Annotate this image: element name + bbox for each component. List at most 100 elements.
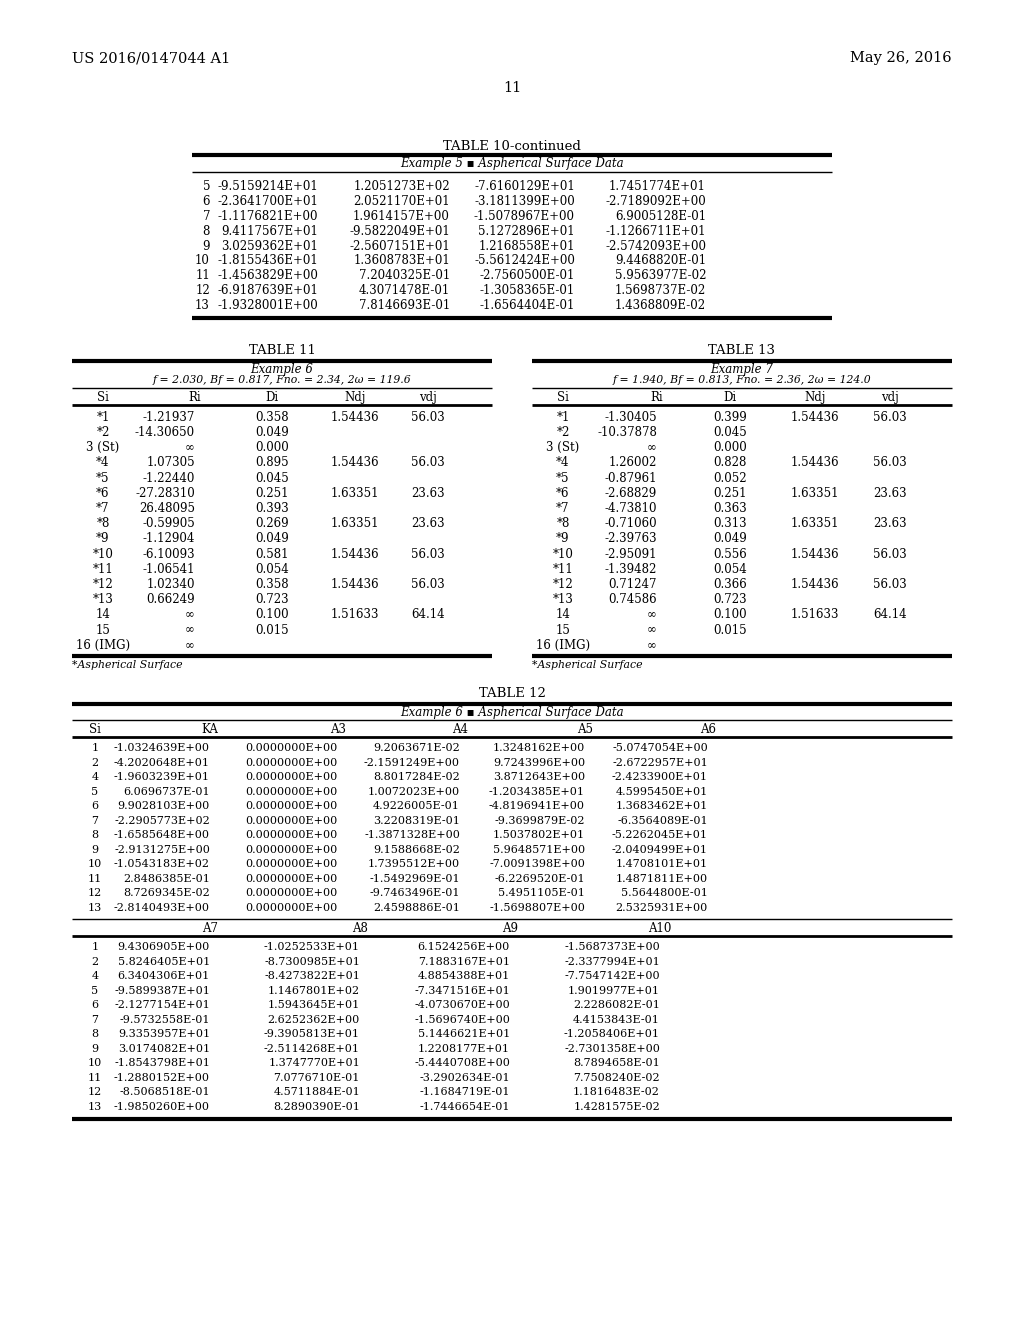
Text: *9: *9	[96, 532, 110, 545]
Text: 0.71247: 0.71247	[608, 578, 657, 591]
Text: 23.63: 23.63	[873, 487, 907, 500]
Text: 4.4153843E-01: 4.4153843E-01	[573, 1015, 660, 1024]
Text: 2.8486385E-01: 2.8486385E-01	[123, 874, 210, 884]
Text: -0.59905: -0.59905	[142, 517, 195, 531]
Text: A5: A5	[577, 723, 593, 737]
Text: 5.9648571E+00: 5.9648571E+00	[493, 845, 585, 855]
Text: -1.8155436E+01: -1.8155436E+01	[217, 255, 318, 268]
Text: 4: 4	[91, 972, 98, 981]
Text: 0.0000000E+00: 0.0000000E+00	[246, 758, 338, 768]
Text: 0.366: 0.366	[713, 578, 746, 591]
Text: 23.63: 23.63	[873, 517, 907, 531]
Text: -2.5114268E+01: -2.5114268E+01	[264, 1044, 360, 1053]
Text: 0.0000000E+00: 0.0000000E+00	[246, 801, 338, 812]
Text: 0.000: 0.000	[255, 441, 289, 454]
Text: 5.4951105E-01: 5.4951105E-01	[498, 888, 585, 899]
Text: Ri: Ri	[188, 391, 202, 404]
Text: -8.5068518E-01: -8.5068518E-01	[120, 1088, 210, 1097]
Text: 2.4598886E-01: 2.4598886E-01	[373, 903, 460, 913]
Text: 2.0521170E+01: 2.0521170E+01	[353, 195, 450, 209]
Text: -2.68829: -2.68829	[605, 487, 657, 500]
Text: 0.0000000E+00: 0.0000000E+00	[246, 816, 338, 826]
Text: ∞: ∞	[647, 623, 657, 636]
Text: 0.313: 0.313	[713, 517, 746, 531]
Text: -1.6585648E+00: -1.6585648E+00	[114, 830, 210, 841]
Text: 8: 8	[203, 224, 210, 238]
Text: 16 (IMG): 16 (IMG)	[536, 639, 590, 652]
Text: 3.2208319E-01: 3.2208319E-01	[373, 816, 460, 826]
Text: 4.9226005E-01: 4.9226005E-01	[373, 801, 460, 812]
Text: *12: *12	[553, 578, 573, 591]
Text: 9.4306905E+00: 9.4306905E+00	[118, 942, 210, 953]
Text: *7: *7	[556, 502, 569, 515]
Text: 9: 9	[91, 1044, 98, 1053]
Text: 0.0000000E+00: 0.0000000E+00	[246, 903, 338, 913]
Text: 1.1816483E-02: 1.1816483E-02	[573, 1088, 660, 1097]
Text: Si: Si	[97, 391, 109, 404]
Text: 1.63351: 1.63351	[791, 487, 840, 500]
Text: *6: *6	[96, 487, 110, 500]
Text: 15: 15	[556, 623, 570, 636]
Text: -2.0409499E+01: -2.0409499E+01	[612, 845, 708, 855]
Text: -4.0730670E+00: -4.0730670E+00	[415, 1001, 510, 1010]
Text: -2.6722957E+01: -2.6722957E+01	[612, 758, 708, 768]
Text: 5.8246405E+01: 5.8246405E+01	[118, 957, 210, 968]
Text: 0.399: 0.399	[713, 411, 746, 424]
Text: 0.015: 0.015	[255, 623, 289, 636]
Text: 23.63: 23.63	[412, 487, 444, 500]
Text: -1.9603239E+01: -1.9603239E+01	[114, 772, 210, 783]
Text: -1.5078967E+00: -1.5078967E+00	[474, 210, 575, 223]
Text: 6.0696737E-01: 6.0696737E-01	[123, 787, 210, 797]
Text: Ndj: Ndj	[804, 391, 825, 404]
Text: f = 2.030, Bf = 0.817, Fno. = 2.34, 2ω = 119.6: f = 2.030, Bf = 0.817, Fno. = 2.34, 2ω =…	[153, 375, 412, 385]
Text: -9.7463496E-01: -9.7463496E-01	[370, 888, 460, 899]
Text: 0.0000000E+00: 0.0000000E+00	[246, 772, 338, 783]
Text: 26.48095: 26.48095	[139, 502, 195, 515]
Text: 1.63351: 1.63351	[331, 487, 379, 500]
Text: 1.1467801E+02: 1.1467801E+02	[268, 986, 360, 995]
Text: *4: *4	[96, 457, 110, 470]
Text: -2.1277154E+01: -2.1277154E+01	[115, 1001, 210, 1010]
Text: *8: *8	[556, 517, 569, 531]
Text: 23.63: 23.63	[412, 517, 444, 531]
Text: -1.3871328E+00: -1.3871328E+00	[365, 830, 460, 841]
Text: ∞: ∞	[647, 609, 657, 622]
Text: 8: 8	[91, 830, 98, 841]
Text: US 2016/0147044 A1: US 2016/0147044 A1	[72, 51, 230, 65]
Text: *13: *13	[92, 593, 114, 606]
Text: 0.358: 0.358	[255, 578, 289, 591]
Text: -1.1176821E+00: -1.1176821E+00	[217, 210, 318, 223]
Text: 56.03: 56.03	[873, 578, 907, 591]
Text: 1.3683462E+01: 1.3683462E+01	[615, 801, 708, 812]
Text: 0.363: 0.363	[713, 502, 746, 515]
Text: 0.100: 0.100	[255, 609, 289, 622]
Text: 0.015: 0.015	[713, 623, 746, 636]
Text: 0.049: 0.049	[713, 532, 746, 545]
Text: 5.9563977E-02: 5.9563977E-02	[614, 269, 706, 282]
Text: Si: Si	[557, 391, 569, 404]
Text: 56.03: 56.03	[873, 548, 907, 561]
Text: 1.4871811E+00: 1.4871811E+00	[615, 874, 708, 884]
Text: *12: *12	[92, 578, 114, 591]
Text: 0.049: 0.049	[255, 532, 289, 545]
Text: -7.6160129E+01: -7.6160129E+01	[474, 181, 575, 194]
Text: 5.5644800E-01: 5.5644800E-01	[622, 888, 708, 899]
Text: 2.2286082E-01: 2.2286082E-01	[573, 1001, 660, 1010]
Text: -2.2905773E+02: -2.2905773E+02	[115, 816, 210, 826]
Text: 56.03: 56.03	[873, 457, 907, 470]
Text: 0.251: 0.251	[714, 487, 746, 500]
Text: TABLE 13: TABLE 13	[709, 343, 775, 356]
Text: 0.0000000E+00: 0.0000000E+00	[246, 888, 338, 899]
Text: -1.4563829E+00: -1.4563829E+00	[217, 269, 318, 282]
Text: KA: KA	[202, 723, 218, 737]
Text: Example 5 ▪ Aspherical Surface Data: Example 5 ▪ Aspherical Surface Data	[400, 157, 624, 169]
Text: 1.26002: 1.26002	[608, 457, 657, 470]
Text: *5: *5	[96, 471, 110, 484]
Text: -1.5698807E+00: -1.5698807E+00	[489, 903, 585, 913]
Text: 0.100: 0.100	[713, 609, 746, 622]
Text: ∞: ∞	[185, 639, 195, 652]
Text: ∞: ∞	[647, 441, 657, 454]
Text: 13: 13	[196, 298, 210, 312]
Text: -7.7547142E+00: -7.7547142E+00	[564, 972, 660, 981]
Text: -1.5492969E-01: -1.5492969E-01	[370, 874, 460, 884]
